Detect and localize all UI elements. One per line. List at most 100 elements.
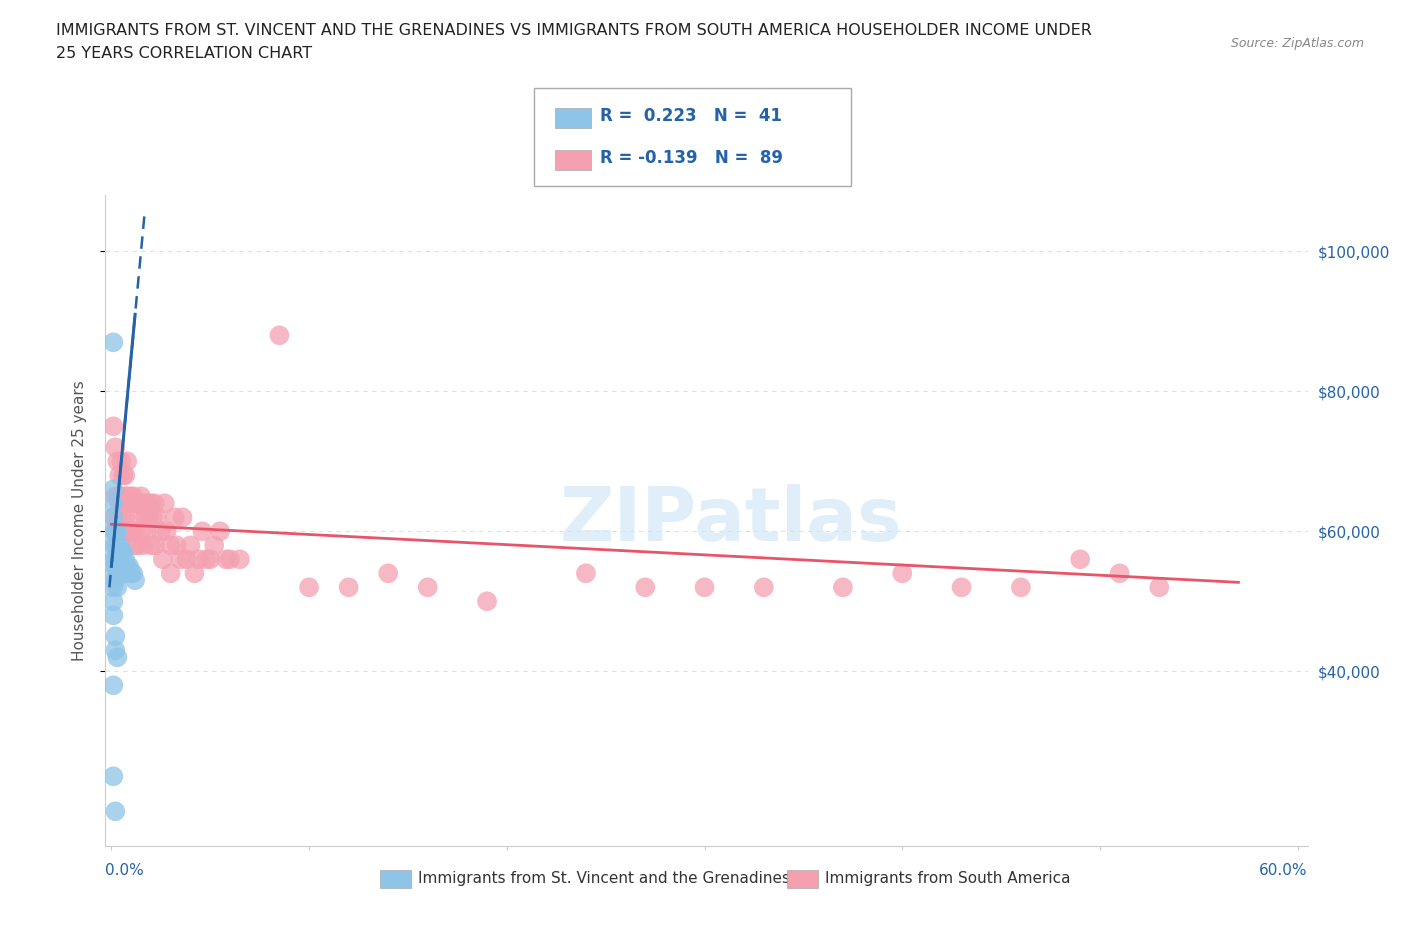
Text: Source: ZipAtlas.com: Source: ZipAtlas.com xyxy=(1230,37,1364,50)
Point xyxy=(163,510,186,525)
Point xyxy=(179,538,201,552)
Point xyxy=(108,538,131,552)
Point xyxy=(114,489,136,504)
Point xyxy=(122,524,145,538)
Point xyxy=(229,551,252,566)
Point xyxy=(120,565,142,580)
Point xyxy=(950,580,973,595)
Point xyxy=(108,551,131,566)
Point xyxy=(475,594,498,609)
Point xyxy=(127,496,149,511)
Point xyxy=(215,551,238,566)
Point xyxy=(1149,580,1171,595)
Point xyxy=(183,565,205,580)
Point xyxy=(136,524,159,538)
Point xyxy=(103,580,125,595)
Text: R = -0.139   N =  89: R = -0.139 N = 89 xyxy=(600,149,783,167)
Point xyxy=(114,565,136,580)
Point xyxy=(104,643,127,658)
Point xyxy=(105,551,128,566)
Point xyxy=(105,650,128,665)
Point xyxy=(115,524,138,538)
Point xyxy=(891,565,914,580)
Point xyxy=(114,468,136,483)
Point xyxy=(112,496,135,511)
Point xyxy=(124,538,146,552)
Point xyxy=(105,489,128,504)
Point xyxy=(124,496,146,511)
Point xyxy=(103,418,125,433)
Text: 25 YEARS CORRELATION CHART: 25 YEARS CORRELATION CHART xyxy=(56,46,312,61)
Point xyxy=(104,573,127,588)
Point xyxy=(136,496,159,511)
Point xyxy=(103,565,125,580)
Point xyxy=(122,489,145,504)
Point xyxy=(105,510,128,525)
Point xyxy=(103,510,125,525)
Point xyxy=(104,538,127,552)
Y-axis label: Householder Income Under 25 years: Householder Income Under 25 years xyxy=(72,380,87,661)
Text: R =  0.223   N =  41: R = 0.223 N = 41 xyxy=(600,107,782,126)
Point xyxy=(112,545,135,560)
Point xyxy=(132,538,155,552)
Point xyxy=(110,545,132,560)
Point xyxy=(159,538,181,552)
Point xyxy=(202,538,225,552)
Point xyxy=(146,510,169,525)
Point xyxy=(1069,551,1091,566)
Point xyxy=(105,454,128,469)
Point xyxy=(103,482,125,497)
Point xyxy=(209,524,232,538)
Point xyxy=(110,510,132,525)
Point xyxy=(108,565,131,580)
Point xyxy=(172,510,194,525)
Point xyxy=(104,804,127,818)
Point xyxy=(104,629,127,644)
Point xyxy=(752,580,775,595)
Point xyxy=(115,559,138,574)
Point xyxy=(103,335,125,350)
Point xyxy=(110,454,132,469)
Point xyxy=(104,489,127,504)
Point xyxy=(124,573,146,588)
Point xyxy=(187,551,209,566)
Point xyxy=(108,496,131,511)
Point xyxy=(138,510,160,525)
Point xyxy=(103,678,125,693)
Point xyxy=(134,510,156,525)
Point xyxy=(104,524,127,538)
Point xyxy=(104,551,127,566)
Point xyxy=(169,551,191,566)
Point xyxy=(139,496,162,511)
Point xyxy=(219,551,242,566)
Point xyxy=(103,769,125,784)
Point xyxy=(108,468,131,483)
Point xyxy=(153,496,176,511)
Point xyxy=(575,565,598,580)
Text: Immigrants from South America: Immigrants from South America xyxy=(825,871,1071,886)
Point xyxy=(416,580,439,595)
Point xyxy=(337,580,360,595)
Point xyxy=(1108,565,1130,580)
Point xyxy=(114,551,136,566)
Point xyxy=(110,559,132,574)
Point xyxy=(166,538,188,552)
Point xyxy=(105,538,128,552)
Point xyxy=(127,538,149,552)
Point xyxy=(120,524,142,538)
Point xyxy=(120,489,142,504)
Point xyxy=(143,538,166,552)
Point xyxy=(176,551,198,566)
Point xyxy=(142,510,165,525)
Point xyxy=(634,580,657,595)
Point xyxy=(832,580,855,595)
Point xyxy=(693,580,716,595)
Point xyxy=(269,328,291,343)
Point xyxy=(191,524,214,538)
Point xyxy=(143,496,166,511)
Point xyxy=(104,440,127,455)
Text: IMMIGRANTS FROM ST. VINCENT AND THE GRENADINES VS IMMIGRANTS FROM SOUTH AMERICA : IMMIGRANTS FROM ST. VINCENT AND THE GREN… xyxy=(56,23,1092,38)
Text: ZIPatlas: ZIPatlas xyxy=(560,485,901,557)
Point xyxy=(152,551,174,566)
Point xyxy=(110,489,132,504)
